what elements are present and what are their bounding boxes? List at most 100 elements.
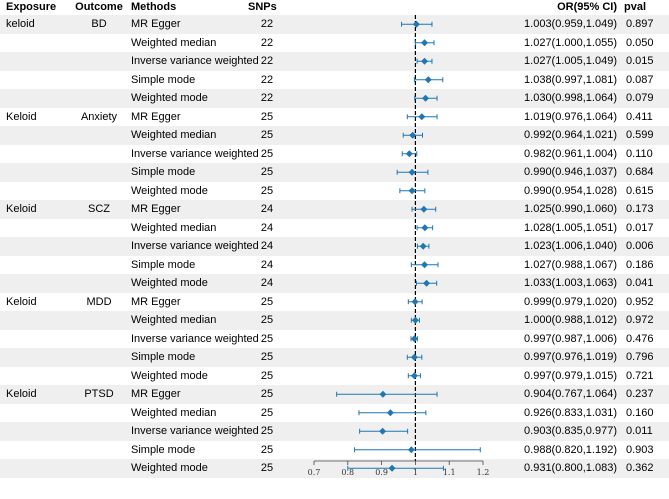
cell-or-ci: 0.926(0.833,1.031): [524, 406, 617, 419]
cell-or-ci: 0.904(0.767,1.064): [524, 388, 617, 400]
cell-or-ci: 1.033(1.003,1.063): [524, 277, 617, 289]
cell-method: Weighted mode: [131, 277, 208, 289]
cell-exposure: Keloid: [6, 110, 37, 123]
cell-pval: 0.087: [626, 73, 654, 86]
cell-method: MR Egger: [131, 110, 181, 123]
table-row: keloid BD MR Egger 22 1.003(0.959,1.049) 0.89…: [0, 15, 669, 34]
cell-pval: 0.362: [626, 462, 654, 474]
cell-pval: 0.615: [626, 184, 654, 197]
point-estimate-marker: [379, 427, 387, 435]
point-estimate-marker: [386, 409, 394, 417]
cell-method: Simple mode: [131, 166, 196, 178]
cell-pval: 0.972: [626, 314, 654, 326]
cell-snps: 24: [260, 258, 274, 271]
cell-or-ci: 0.997(0.987,1.006): [524, 332, 617, 345]
cell-snps: 25: [260, 425, 274, 437]
cell-pval: 0.011: [626, 425, 653, 437]
cell-snps: 22: [260, 18, 274, 30]
cell-or-ci: 1.027(0.988,1.067): [524, 258, 617, 271]
cell-or-ci: 1.027(1.005,1.049): [524, 55, 617, 67]
cell-snps: 25: [260, 147, 274, 160]
cell-snps: 25: [260, 129, 274, 141]
point-estimate-marker: [408, 168, 416, 176]
cell-pval: 0.110: [626, 147, 653, 160]
point-estimate-marker: [410, 372, 418, 380]
cell-snps: 25: [260, 462, 274, 474]
cell-or-ci: 1.038(0.997,1.081): [524, 73, 617, 86]
x-tick-label: 0.8: [341, 468, 354, 477]
point-estimate-marker: [424, 76, 432, 84]
point-estimate-marker: [411, 316, 419, 324]
cell-method: Weighted median: [131, 406, 217, 419]
cell-pval: 0.006: [626, 240, 654, 252]
cell-snps: 24: [260, 240, 274, 252]
cell-snps: 25: [260, 314, 274, 326]
header-or-ci: OR(95% CI): [557, 1, 617, 13]
cell-method: Inverse variance weighted: [131, 240, 259, 252]
table-row: Simple mode 25 0.997(0.976,1.019) 0.796: [0, 348, 669, 367]
cell-or-ci: 1.028(1.005,1.051): [524, 221, 617, 234]
point-estimate-marker: [405, 150, 413, 158]
cell-or-ci: 0.982(0.961,1.004): [524, 147, 617, 160]
cell-pval: 0.721: [626, 369, 654, 382]
cell-or-ci: 1.025(0.990,1.060): [524, 203, 617, 215]
cell-method: MR Egger: [131, 295, 181, 308]
cell-pval: 0.411: [626, 110, 653, 123]
cell-pval: 0.160: [626, 406, 654, 419]
cell-method: Weighted median: [131, 129, 217, 141]
cell-snps: 25: [260, 406, 274, 419]
cell-snps: 25: [260, 184, 274, 197]
cell-pval: 0.952: [626, 295, 654, 308]
cell-method: Simple mode: [131, 351, 196, 363]
point-estimate-marker: [422, 94, 430, 102]
x-tick-label: 1: [413, 468, 418, 477]
cell-or-ci: 0.990(0.946,1.037): [524, 166, 617, 178]
cell-or-ci: 1.000(0.988,1.012): [524, 314, 617, 326]
cell-exposure: Keloid: [6, 388, 37, 400]
table-row: Weighted median 22 1.027(1.000,1.055) 0.050: [0, 34, 669, 53]
cell-or-ci: 0.992(0.964,1.021): [524, 129, 617, 141]
point-estimate-marker: [410, 335, 418, 343]
cell-or-ci: 1.030(0.998,1.064): [524, 92, 617, 104]
point-estimate-marker: [421, 261, 429, 269]
point-estimate-marker: [411, 298, 419, 306]
cell-method: Weighted mode: [131, 462, 208, 474]
cell-method: Inverse variance weighted: [131, 425, 259, 437]
cell-snps: 24: [260, 203, 274, 215]
cell-snps: 25: [260, 166, 274, 178]
cell-or-ci: 0.997(0.979,1.015): [524, 369, 617, 382]
cell-or-ci: 0.931(0.800,1.083): [524, 462, 617, 474]
cell-method: Simple mode: [131, 258, 196, 271]
table-row: Keloid PTSD MR Egger 25 0.904(0.767,1.064) 0.…: [0, 385, 669, 404]
point-estimate-marker: [419, 242, 427, 250]
cell-outcome: Anxiety: [80, 110, 118, 123]
cell-or-ci: 1.027(1.000,1.055): [524, 36, 617, 49]
point-estimate-marker: [408, 187, 416, 195]
point-estimate-marker: [420, 205, 428, 213]
cell-pval: 0.050: [626, 36, 654, 49]
table-row: Keloid Anxiety MR Egger 25 1.019(0.976,1.064…: [0, 108, 669, 127]
cell-exposure: keloid: [6, 18, 35, 30]
cell-method: MR Egger: [131, 203, 181, 215]
point-estimate-marker: [407, 446, 415, 454]
cell-pval: 0.796: [626, 351, 654, 363]
cell-snps: 24: [260, 221, 274, 234]
table-row: Keloid SCZ MR Egger 24 1.025(0.990,1.060) 0.1…: [0, 200, 669, 219]
cell-pval: 0.897: [626, 18, 654, 30]
cell-snps: 25: [260, 110, 274, 123]
cell-snps: 22: [260, 55, 274, 67]
header-methods: Methods: [131, 1, 177, 13]
cell-pval: 0.079: [626, 92, 654, 104]
table-row: Weighted median 25 1.000(0.988,1.012) 0.972: [0, 311, 669, 330]
cell-snps: 25: [260, 332, 274, 345]
cell-snps: 25: [260, 295, 274, 308]
x-tick-label: 1.2: [477, 468, 490, 477]
cell-or-ci: 0.999(0.979,1.020): [524, 295, 617, 308]
cell-method: Weighted median: [131, 36, 217, 49]
point-estimate-marker: [409, 131, 417, 139]
cell-method: MR Egger: [131, 388, 181, 400]
table-row: Inverse variance weighted 25 0.982(0.961,1…: [0, 145, 669, 164]
table-row: Weighted mode 24 1.033(1.003,1.063) 0.041: [0, 274, 669, 293]
